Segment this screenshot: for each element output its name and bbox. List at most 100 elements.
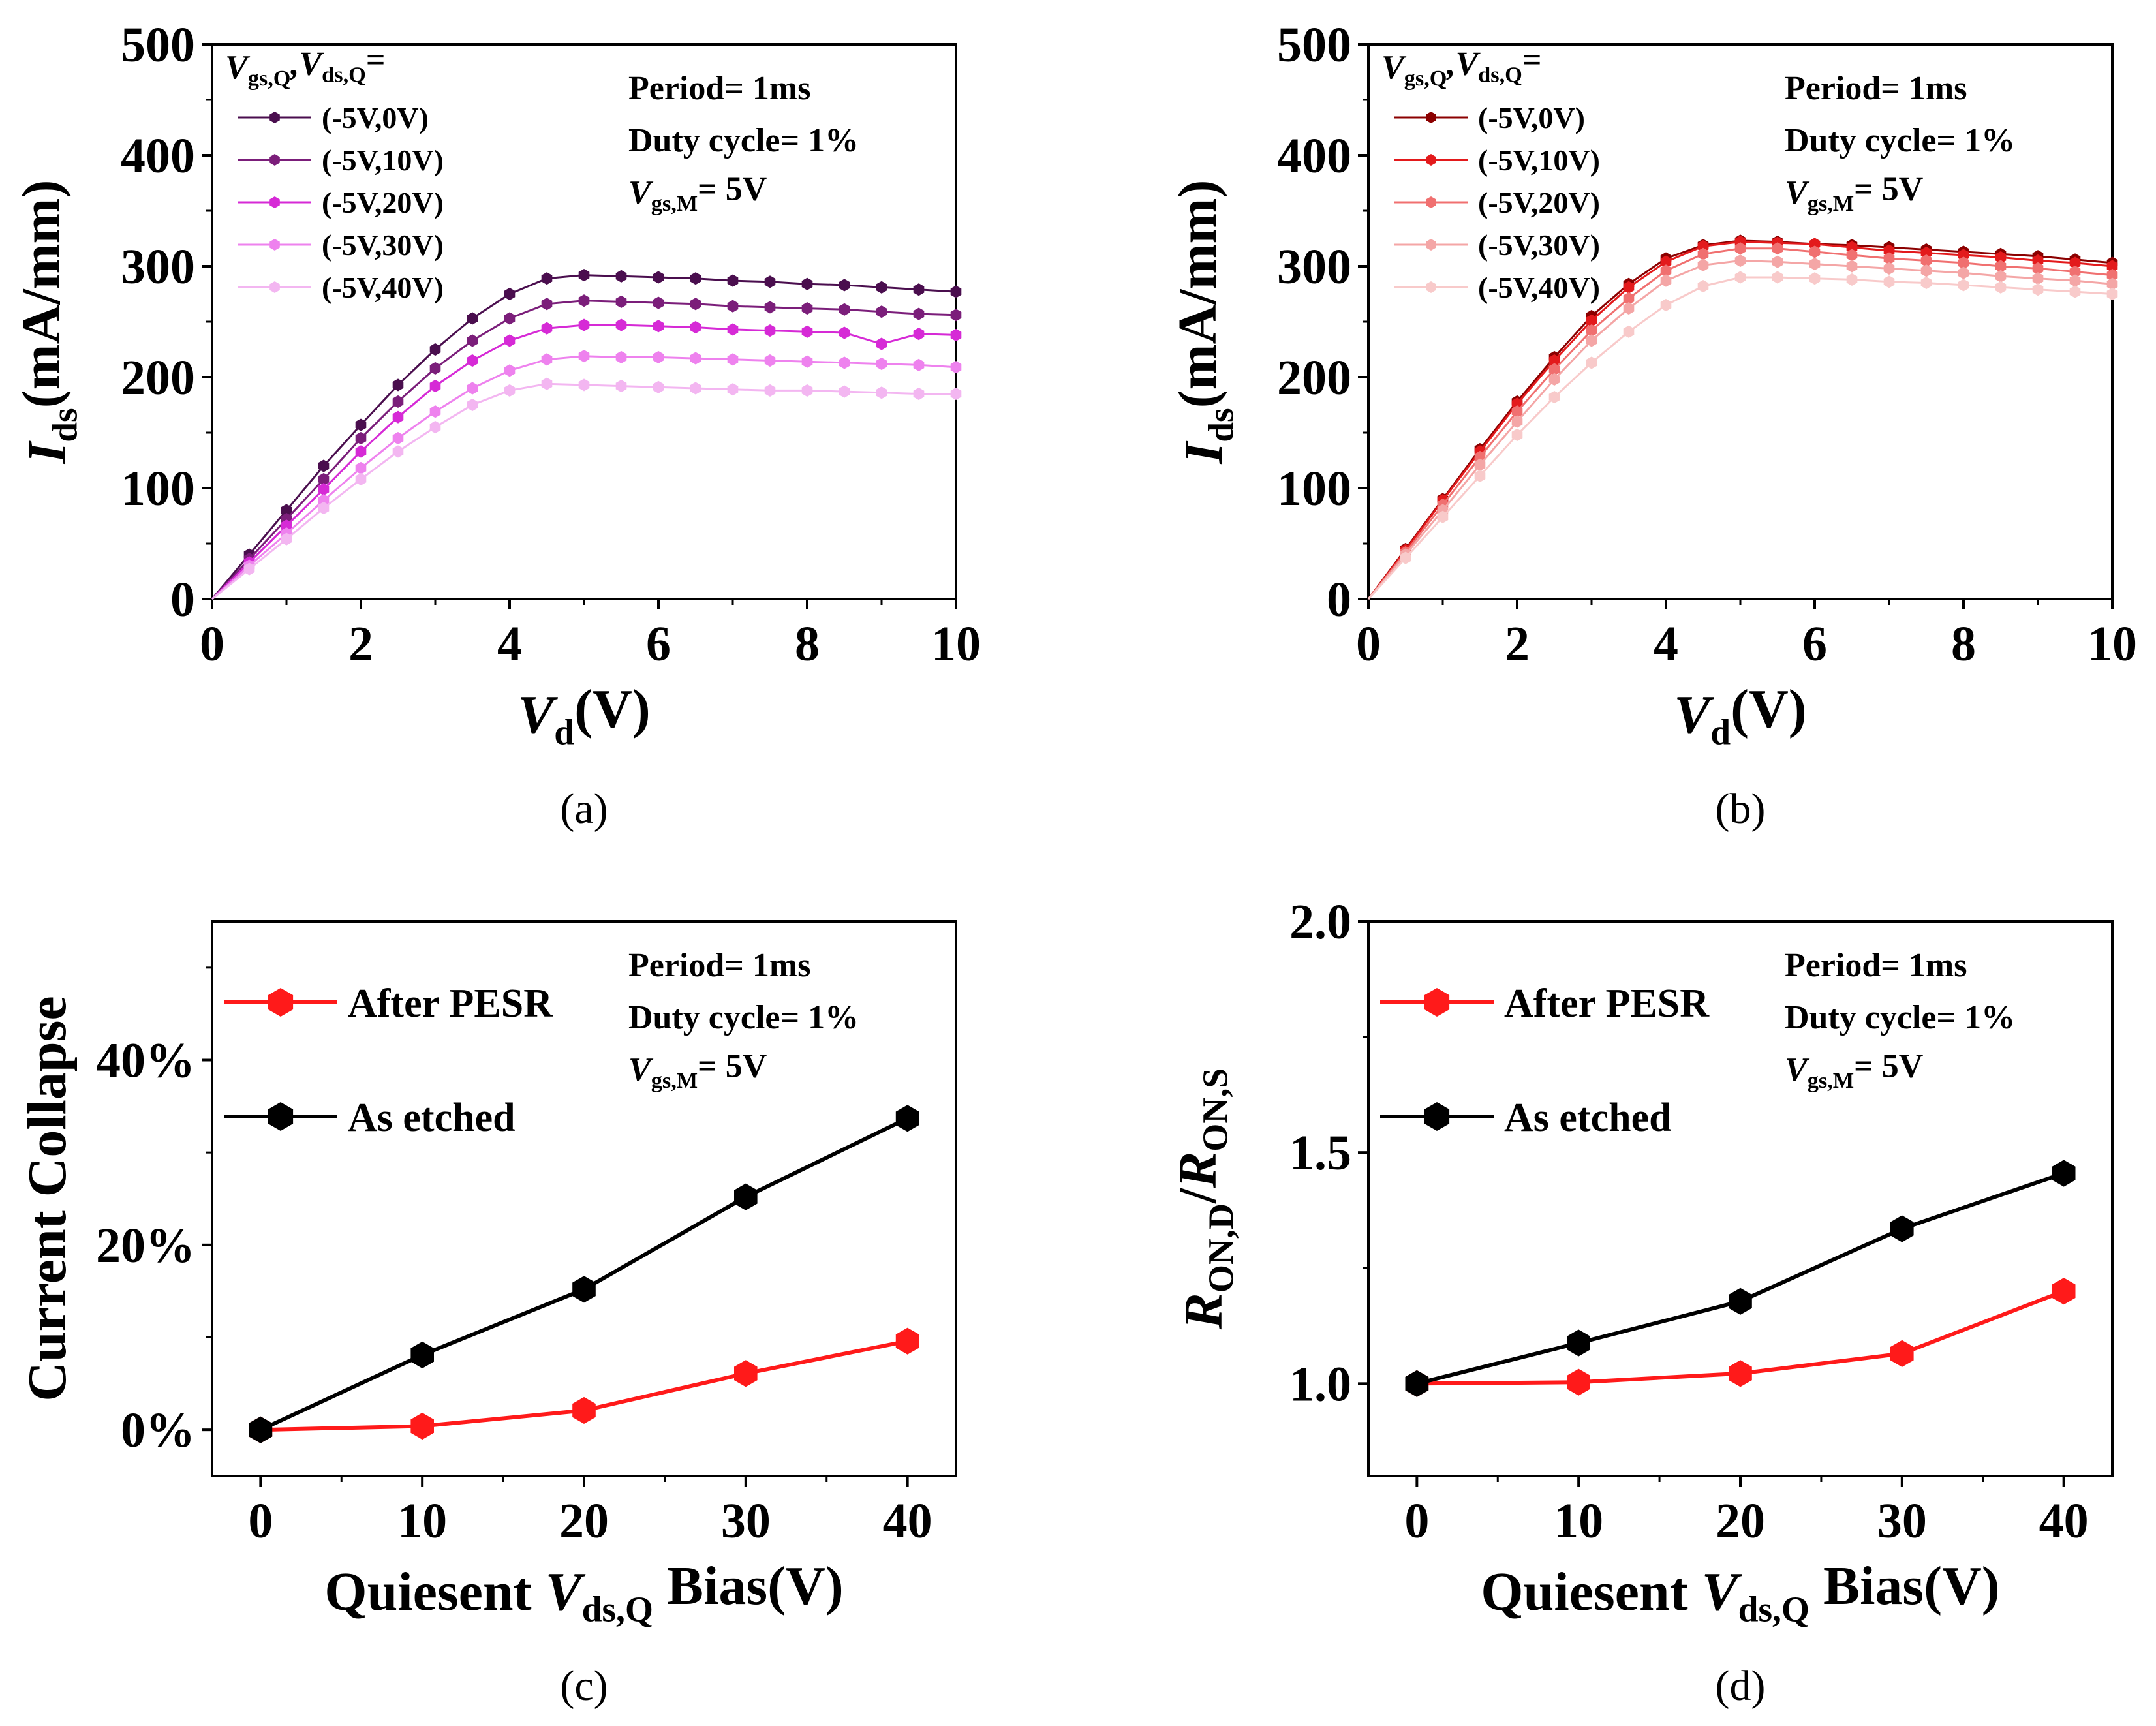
panels: 0 2 4 6 8 100100200300400500Vd(V)Ids(mA/mm)(a… — [11, 18, 2137, 1710]
legend-marker — [268, 1102, 294, 1131]
x-axis-label-part: Bias(V) — [653, 1556, 844, 1616]
data-point — [1846, 249, 1858, 262]
x-tick-label: 8 — [1951, 617, 1976, 671]
data-point — [2069, 285, 2081, 298]
data-point — [950, 328, 962, 341]
info-vgsm-part: = 5V — [698, 170, 767, 208]
data-point — [541, 322, 553, 335]
info-vgsm-part: = 5V — [1854, 170, 1923, 208]
y-axis-label-part: I — [1173, 440, 1234, 464]
data-point — [1697, 258, 1709, 271]
legend-marker — [268, 988, 294, 1017]
legend-title-part: V — [1381, 49, 1407, 86]
data-point — [541, 272, 553, 285]
legend-title-part: = — [1522, 42, 1542, 79]
data-point — [467, 354, 478, 367]
data-point — [1511, 415, 1523, 428]
data-point — [876, 305, 887, 318]
info-vgsm-part: V — [1785, 174, 1810, 211]
x-axis-label-part: ds,Q — [582, 1590, 653, 1629]
x-axis-label-part: Quiesent — [1481, 1562, 1701, 1622]
y-axis-label-part: ON,S — [1195, 1068, 1235, 1152]
info-vgsm-part: = 5V — [1854, 1047, 1923, 1085]
legend-marker — [1424, 1102, 1450, 1131]
data-point — [1846, 260, 1858, 273]
data-point — [876, 281, 887, 294]
data-point — [690, 272, 701, 285]
data-point — [355, 461, 367, 474]
data-point — [764, 275, 776, 288]
info-period: Period= 1ms — [1785, 947, 1967, 984]
data-point — [764, 384, 776, 397]
data-point — [578, 318, 590, 331]
panel-caption: (d) — [1716, 1662, 1766, 1710]
panel-caption: (b) — [1716, 785, 1766, 833]
data-point — [653, 271, 664, 284]
data-point — [727, 274, 739, 287]
info-period: Period= 1ms — [1785, 70, 1967, 107]
y-axis-label-part: R — [1173, 1293, 1234, 1330]
x-tick-label: 20 — [1716, 1494, 1765, 1549]
x-tick-label: 2 — [1505, 617, 1530, 671]
y-tick-label: 0 — [170, 572, 195, 627]
y-tick-label: 100 — [1277, 461, 1351, 516]
data-point — [1548, 373, 1560, 386]
data-point — [615, 350, 627, 363]
y-axis-label-part: ds — [45, 408, 85, 442]
data-point — [429, 380, 441, 393]
legend-title-part: ,V — [289, 45, 324, 82]
data-point — [950, 361, 962, 374]
y-axis-label-part: ds — [1201, 408, 1241, 442]
data-point — [2032, 272, 2044, 285]
x-tick-label: 6 — [1802, 617, 1827, 671]
info-vgsm: Vgs,M= 5V — [1785, 1047, 1923, 1093]
data-point — [1729, 1360, 1752, 1387]
data-point — [243, 562, 255, 576]
legend-marker — [270, 112, 280, 123]
x-axis-label: Quiesent Vds,Q Bias(V) — [324, 1556, 843, 1629]
y-axis-label: RON,D/RON,S — [1167, 1068, 1241, 1330]
data-point — [1623, 325, 1635, 338]
data-point — [895, 1327, 919, 1355]
y-axis-label-part: ON,D — [1201, 1203, 1241, 1293]
data-point — [615, 270, 627, 283]
legend-title-part: = — [366, 42, 386, 79]
x-axis-label-part: V — [517, 685, 558, 745]
data-point — [1567, 1329, 1590, 1357]
data-point — [2069, 274, 2081, 287]
data-point — [1958, 279, 1969, 292]
legend-marker — [1426, 112, 1436, 123]
panel-caption: (c) — [560, 1662, 608, 1710]
data-point — [578, 378, 590, 392]
data-point — [690, 298, 701, 311]
data-point — [839, 303, 850, 316]
data-point — [392, 410, 404, 424]
data-point — [615, 380, 627, 393]
data-point — [801, 277, 813, 290]
y-tick-label: 400 — [1277, 129, 1351, 183]
data-point — [1772, 255, 1783, 268]
x-axis-label-part: V — [1702, 1562, 1742, 1622]
data-point — [1883, 275, 1895, 288]
series-0 — [249, 1327, 919, 1443]
info-vgsm: Vgs,M= 5V — [628, 1047, 767, 1093]
data-point — [410, 1341, 434, 1368]
legend-title-part: gs,Q — [1404, 66, 1447, 91]
info-vgsm-part: V — [628, 1051, 654, 1088]
data-point — [839, 326, 850, 339]
data-point — [429, 420, 441, 434]
series-4 — [1367, 271, 2118, 600]
series-1 — [211, 294, 962, 600]
y-axis-label-part: I — [17, 440, 78, 464]
data-point — [839, 279, 850, 292]
data-point — [504, 334, 516, 347]
data-point — [355, 418, 367, 431]
legend-title: Vgs,Q,Vds,Q= — [1381, 42, 1542, 91]
legend-label: (-5V,40V) — [1478, 271, 1600, 304]
data-point — [578, 294, 590, 307]
data-point — [690, 352, 701, 365]
series-1 — [1405, 1160, 2076, 1397]
data-point — [727, 353, 739, 366]
x-axis-label-part: (V) — [1731, 679, 1807, 739]
